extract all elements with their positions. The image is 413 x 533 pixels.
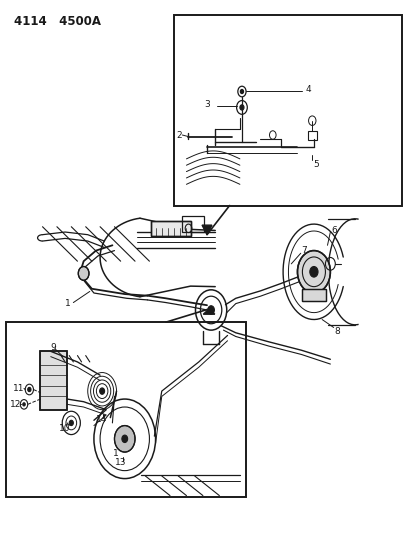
Text: 4114   4500A: 4114 4500A bbox=[14, 14, 100, 28]
Circle shape bbox=[297, 251, 330, 293]
Circle shape bbox=[78, 266, 89, 280]
Text: 12: 12 bbox=[10, 400, 22, 409]
Text: 6: 6 bbox=[331, 226, 337, 235]
Circle shape bbox=[121, 435, 127, 442]
Text: 1: 1 bbox=[113, 449, 119, 458]
Bar bbox=[151, 221, 190, 236]
Text: 3: 3 bbox=[204, 100, 210, 109]
Text: 14: 14 bbox=[96, 415, 107, 424]
Bar bbox=[40, 351, 67, 410]
Bar bbox=[5, 322, 245, 497]
Circle shape bbox=[240, 90, 243, 94]
Text: 10: 10 bbox=[59, 424, 70, 433]
Text: 9: 9 bbox=[51, 343, 56, 352]
Polygon shape bbox=[202, 225, 211, 235]
Circle shape bbox=[309, 266, 317, 277]
Bar bbox=[301, 289, 325, 301]
Text: 1: 1 bbox=[65, 299, 71, 308]
Polygon shape bbox=[203, 309, 214, 314]
Bar bbox=[40, 351, 67, 410]
Bar bbox=[174, 14, 401, 206]
Circle shape bbox=[100, 388, 104, 394]
Bar bbox=[151, 221, 190, 236]
Circle shape bbox=[114, 425, 135, 452]
Text: 5: 5 bbox=[312, 160, 318, 168]
Circle shape bbox=[69, 420, 73, 425]
Text: 11: 11 bbox=[13, 384, 24, 393]
Text: 4: 4 bbox=[305, 85, 311, 94]
Bar bbox=[181, 216, 204, 232]
Text: 8: 8 bbox=[334, 327, 339, 336]
Circle shape bbox=[28, 387, 31, 392]
Circle shape bbox=[23, 403, 25, 406]
Bar bbox=[307, 131, 316, 140]
Circle shape bbox=[239, 105, 243, 110]
Circle shape bbox=[207, 306, 214, 314]
Text: 7: 7 bbox=[301, 246, 306, 255]
Text: 2: 2 bbox=[176, 131, 181, 140]
Text: 13: 13 bbox=[114, 458, 126, 467]
Bar bbox=[301, 289, 325, 301]
